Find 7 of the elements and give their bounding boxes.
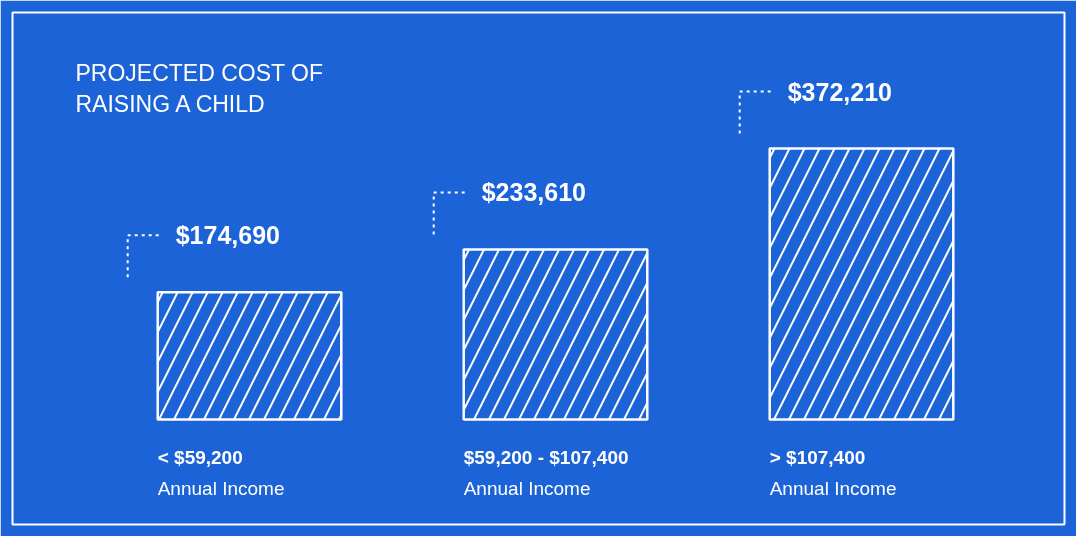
data-label: $174,690	[175, 221, 280, 250]
data-label: $372,210	[787, 77, 892, 106]
x-tick-label: > $107,400 Annual Income	[769, 447, 897, 499]
x-tick-label: < $59,200 Annual Income	[157, 447, 285, 499]
data-label: $233,610	[481, 178, 586, 207]
chart-title: PROJECTED COST OF RAISING A CHILD	[75, 59, 323, 117]
x-tick-label: $59,200 - $107,400 Annual Income	[463, 447, 629, 499]
